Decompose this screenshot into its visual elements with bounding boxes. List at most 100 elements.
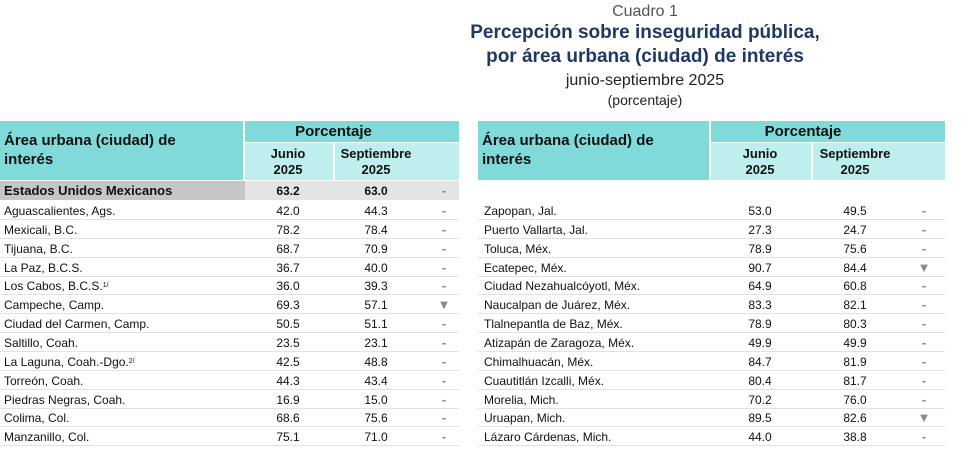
row-label: La Paz, B.C.S. [4, 258, 83, 277]
column-header: Junio [270, 146, 306, 161]
value-cell: 48.8 [364, 354, 388, 369]
value-cell: 75.1 [276, 429, 300, 444]
header-cell [711, 121, 945, 142]
value-cell: 75.6 [364, 410, 388, 425]
row-label-text: Chimalhuacán, Méx. [484, 354, 594, 369]
value-cell: 68.6 [276, 410, 300, 425]
value-cell: 82.6 [843, 410, 867, 425]
row-label-text: Aguascalientes, Ags. [4, 203, 116, 218]
row-label: Ciudad Nezahualcóyotl, Méx. [484, 276, 640, 295]
value-cell: 23.1 [364, 335, 388, 350]
value-cell: 64.9 [748, 278, 772, 293]
value-cell: 80.4 [748, 373, 772, 388]
trend-indicator: - [921, 203, 927, 218]
row-line [478, 258, 945, 277]
value-cell: 84.7 [748, 354, 772, 369]
header-cell [711, 143, 945, 180]
column-header: Septiembre [819, 146, 891, 161]
row-label: Uruapan, Mich. [484, 408, 565, 427]
row-label-text: Lázaro Cárdenas, Mich. [484, 429, 612, 444]
row-label-text: Naucalpan de Juárez, Méx. [484, 297, 631, 312]
value-cell: 44.3 [364, 203, 388, 218]
value-cell: 38.8 [843, 429, 867, 444]
row-line [478, 295, 945, 314]
column-header: 2025 [273, 162, 303, 177]
row-line [478, 314, 945, 333]
row-band [245, 181, 459, 200]
row-line [0, 333, 459, 352]
divider [709, 121, 711, 180]
row-label: Manzanillo, Col. [4, 427, 89, 446]
value-cell: 78.9 [748, 241, 772, 256]
row-label-text: Saltillo, Coah. [4, 335, 79, 350]
row-label-text: Manzanillo, Col. [4, 429, 90, 444]
row-label: Ciudad del Carmen, Camp. [4, 314, 149, 333]
value-cell: 63.0 [364, 183, 388, 198]
row-label: Mexicali, B.C. [4, 220, 77, 239]
row-label-text: La Laguna, Coah.-Dgo. [4, 354, 129, 369]
trend-indicator: - [921, 392, 927, 407]
row-label-text: Ciudad del Carmen, Camp. [4, 316, 150, 331]
row-label-text: Piedras Negras, Coah. [4, 392, 126, 407]
row-label-text: Estados Unidos Mexicanos [4, 183, 173, 198]
title-line: Percepción sobre inseguridad pública, [470, 22, 820, 43]
trend-indicator: - [441, 410, 447, 425]
column-header: 2025 [745, 162, 775, 177]
trend-indicator: - [921, 373, 927, 388]
value-cell: 82.1 [843, 297, 867, 312]
row-line [478, 239, 945, 258]
row-label-text: Los Cabos, B.C.S. [4, 278, 103, 293]
column-header: 2025 [840, 162, 870, 177]
value-cell: 81.7 [843, 373, 867, 388]
value-cell: 15.0 [364, 392, 388, 407]
row-label: Torreón, Coah. [4, 371, 83, 390]
row-line [0, 239, 459, 258]
divider [333, 143, 335, 180]
value-cell: 49.9 [748, 335, 772, 350]
trend-indicator: - [921, 278, 927, 293]
header-cell [245, 121, 459, 142]
value-cell: 57.1 [364, 297, 388, 312]
value-cell: 81.9 [843, 354, 867, 369]
column-header: Área urbana (ciudad) de interés [482, 132, 654, 168]
row-label: Cuautitlán Izcalli, Méx. [484, 371, 604, 390]
column-header: Área urbana (ciudad) de interés [4, 132, 176, 168]
value-cell: 75.6 [843, 241, 867, 256]
value-cell: 53.0 [748, 203, 772, 218]
trend-indicator: - [441, 429, 447, 444]
unit: (porcentaje) [607, 92, 683, 108]
row-label: Los Cabos, B.C.S. 1/ [4, 276, 109, 295]
row-label: Ecatepec, Méx. [484, 258, 567, 277]
trend-indicator: - [441, 222, 447, 237]
title-line: por área urbana (ciudad) de interés [486, 46, 804, 67]
trend-indicator: - [441, 392, 447, 407]
trend-indicator: - [921, 429, 927, 444]
value-cell: 78.9 [748, 316, 772, 331]
row-line [0, 390, 459, 409]
trend-indicator: - [921, 316, 927, 331]
row-label: Puerto Vallarta, Jal. [484, 220, 588, 239]
row-label-text: Morelia, Mich. [484, 392, 559, 407]
trend-indicator: ▼ [917, 260, 931, 275]
row-line [0, 220, 459, 239]
value-cell: 90.7 [748, 260, 772, 275]
row-label: Estados Unidos Mexicanos [4, 181, 172, 200]
row-label: Naucalpan de Juárez, Méx. [484, 295, 630, 314]
divider [243, 121, 245, 180]
row-line [478, 333, 945, 352]
value-cell: 76.0 [843, 392, 867, 407]
value-cell: 50.5 [276, 316, 300, 331]
value-cell: 23.5 [276, 335, 300, 350]
row-label: Morelia, Mich. [484, 390, 559, 409]
trend-indicator: - [921, 335, 927, 350]
row-label: Colima, Col. [4, 408, 69, 427]
value-cell: 78.2 [276, 222, 300, 237]
row-label: Lázaro Cárdenas, Mich. [484, 427, 611, 446]
row-label: La Laguna, Coah.-Dgo. 2/ [4, 352, 135, 371]
row-label-text: Ecatepec, Méx. [484, 260, 567, 275]
value-cell: 27.3 [748, 222, 772, 237]
header-cell [478, 121, 709, 180]
row-label-text: La Paz, B.C.S. [4, 260, 83, 275]
row-label-text: Uruapan, Mich. [484, 410, 566, 425]
